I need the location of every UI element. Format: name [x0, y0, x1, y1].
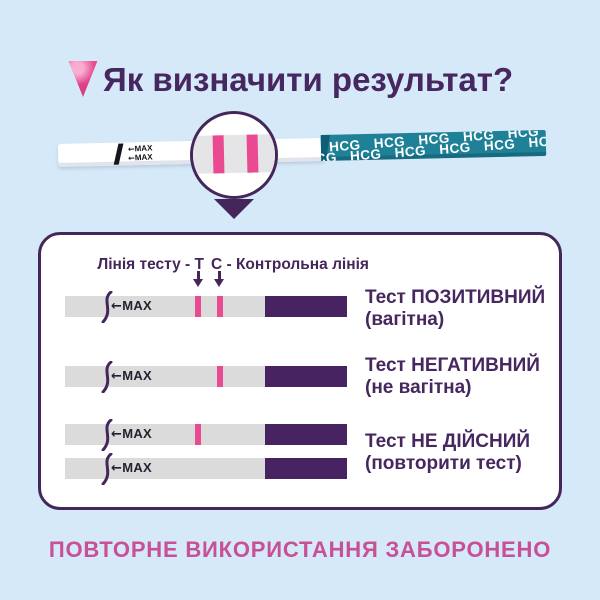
- results-panel: Лінія тесту - Т С - Контрольна лінія ←MA…: [38, 232, 562, 510]
- down-arrow-icon: [212, 271, 226, 288]
- down-arrow-icon: [191, 271, 205, 288]
- result-label-positive: Тест ПОЗИТИВНИЙ (вагітна): [365, 287, 546, 330]
- absorbent-pad: [265, 458, 347, 479]
- test-strip-grip: HCG HCG HCG HCG HCG HCG HCG HCG HCG HCG …: [320, 129, 547, 162]
- left-arrow-icon: ←: [111, 299, 123, 314]
- result-strip-negative: ←MAX: [65, 361, 347, 393]
- max-mark-bar: [113, 143, 124, 165]
- result-strip-positive: ←MAX: [65, 291, 347, 323]
- left-arrow-icon: ←: [111, 369, 123, 384]
- c-line: [217, 296, 223, 317]
- max-label: ←MAX: [111, 368, 152, 384]
- legend-control-line: С - Контрольна лінія: [211, 256, 369, 273]
- c-line: [246, 134, 259, 173]
- t-line: [195, 424, 201, 445]
- page-title: Як визначити результат?: [103, 61, 514, 98]
- pink-triangle-icon: [68, 61, 98, 97]
- result-strip-invalid-t-only: ←MAX: [65, 419, 347, 451]
- max-label: ←MAX: [127, 152, 153, 163]
- t-line: [195, 296, 201, 317]
- result-label-invalid: Тест НЕ ДІЙСНИЙ (повторити тест): [365, 431, 531, 474]
- t-line: [212, 135, 225, 174]
- max-label: ←MAX: [111, 460, 152, 476]
- c-line: [217, 366, 223, 387]
- break-mark-icon: [101, 361, 113, 393]
- break-mark-icon: [101, 419, 113, 451]
- absorbent-pad: [265, 366, 347, 387]
- absorbent-pad: [265, 424, 347, 445]
- max-label: ←MAX: [111, 298, 152, 314]
- magnifier-circle: [190, 111, 278, 199]
- result-label-negative: Тест НЕГАТИВНИЙ (не вагітна): [365, 355, 540, 398]
- absorbent-pad: [265, 296, 347, 317]
- left-arrow-icon: ←: [111, 461, 123, 476]
- magnified-strip-window: [193, 133, 275, 175]
- footer-warning: ПОВТОРНЕ ВИКОРИСТАННЯ ЗАБОРОНЕНО: [48, 537, 552, 562]
- legend-test-line: Лінія тесту - Т: [97, 256, 204, 273]
- result-strip-invalid-blank: ←MAX: [65, 453, 347, 485]
- left-arrow-icon: ←: [111, 427, 123, 442]
- break-mark-icon: [101, 291, 113, 323]
- break-mark-icon: [101, 453, 113, 485]
- test-strip: ←MAX ←MAX HCG HCG HCG HCG HCG HCG HCG HC…: [57, 129, 547, 168]
- down-arrow-icon: [214, 199, 254, 219]
- max-label: ←MAX: [111, 426, 152, 442]
